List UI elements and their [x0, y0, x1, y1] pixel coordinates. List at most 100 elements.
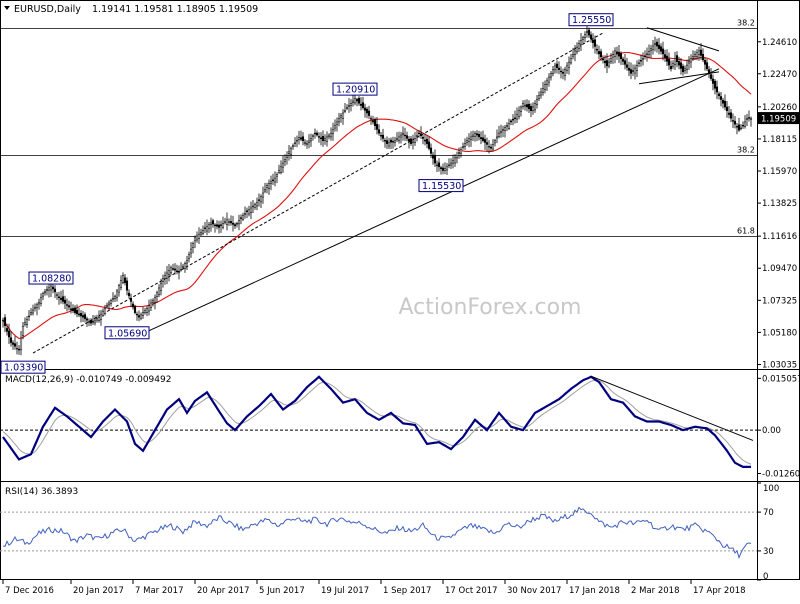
candle-body [727, 112, 731, 115]
candle-body [679, 62, 683, 69]
candle-body [147, 305, 151, 312]
y-tick-label: 1.11616 [762, 232, 797, 242]
candle-body [469, 136, 473, 140]
fibonacci-level-label: 61.8 [737, 227, 755, 236]
candle-body [133, 306, 137, 313]
candle-body [17, 348, 21, 351]
candle-body [411, 140, 415, 144]
candle-body [549, 73, 553, 78]
candle-body [243, 213, 247, 215]
candle-body [403, 134, 407, 137]
y-tick-label: 1.07325 [762, 296, 797, 306]
candle-body [553, 65, 557, 71]
candle-body [39, 297, 43, 304]
candle-body [345, 107, 349, 109]
candle-body [347, 105, 351, 107]
candle-body [127, 292, 131, 297]
x-tick-label: 30 Nov 2017 [507, 586, 561, 596]
candle-body [221, 223, 225, 228]
candle-body [721, 99, 725, 104]
candle-body [417, 132, 421, 135]
candle-body [259, 196, 263, 203]
candle-body [511, 118, 515, 121]
candle-body [131, 303, 135, 308]
candle-body [717, 93, 721, 97]
candle-body [531, 106, 535, 112]
candle-body [621, 58, 625, 62]
candle-body [45, 289, 49, 291]
candle-body [301, 136, 305, 141]
candle-body [295, 140, 299, 142]
candle-body [41, 292, 45, 297]
candle-body [563, 69, 567, 76]
candle-body [529, 106, 533, 111]
y-tick-label: 1.05180 [762, 328, 797, 338]
candle-body [237, 220, 241, 225]
candle-body [179, 269, 183, 271]
candle-body [15, 347, 19, 350]
candle-body [645, 53, 649, 55]
candle-body [629, 69, 633, 74]
price-label-box [0, 360, 46, 374]
candle-body [105, 304, 109, 307]
x-tick-label: 7 Dec 2016 [5, 586, 54, 596]
candle-body [369, 117, 373, 120]
candle-body [577, 43, 581, 49]
candle-body [241, 215, 245, 220]
x-tick-label: 17 Apr 2018 [693, 586, 746, 596]
candle-body [669, 65, 673, 70]
candle-body [143, 310, 147, 313]
candle-body [281, 162, 285, 168]
chart-title: EURUSD,Daily [14, 4, 81, 15]
candle-body [107, 302, 111, 306]
candle-body [631, 70, 635, 72]
candle-body [61, 296, 65, 302]
candle-body [159, 282, 163, 291]
candle-body [741, 125, 745, 127]
candle-body [323, 138, 327, 141]
candle-body [391, 141, 395, 143]
candle-body [367, 110, 371, 116]
candle-body [327, 134, 331, 138]
candle-body [489, 146, 493, 149]
candle-body [287, 151, 291, 154]
candle-body [129, 298, 133, 302]
candle-body [545, 80, 549, 85]
candle-body [687, 61, 691, 64]
candle-body [331, 129, 335, 134]
candle-body [485, 142, 489, 145]
candle-body [519, 106, 523, 113]
candle-body [49, 285, 53, 291]
candle-body [141, 312, 145, 316]
candle-body [35, 304, 39, 309]
candle-body [145, 307, 149, 313]
candle-body [201, 230, 205, 234]
menu-triangle-icon [4, 6, 10, 10]
candle-body [325, 136, 329, 142]
candle-body [739, 127, 743, 129]
candle-body [661, 48, 665, 55]
candle-body [565, 65, 569, 71]
candle-body [703, 60, 707, 65]
candle-body [11, 342, 15, 345]
candle-body [137, 315, 141, 318]
candle-body [609, 58, 613, 62]
watermark: ActionForex.com [399, 295, 582, 320]
candle-body [293, 142, 297, 144]
candle-body [109, 300, 113, 304]
candle-body [495, 136, 499, 139]
macd-y-tick-label: 0.00 [762, 426, 781, 436]
candle-body [729, 112, 733, 119]
x-tick-label: 5 Jun 2017 [259, 586, 305, 596]
candle-body [571, 54, 575, 57]
price-label: 1.25550 [572, 15, 611, 26]
candle-body [351, 100, 355, 103]
candle-body [371, 120, 375, 123]
candle-body [119, 280, 123, 288]
candle-body [667, 58, 671, 66]
candle-body [21, 325, 25, 336]
candle-body [555, 63, 559, 68]
trendline-support [132, 68, 720, 339]
candle-body [719, 96, 723, 100]
